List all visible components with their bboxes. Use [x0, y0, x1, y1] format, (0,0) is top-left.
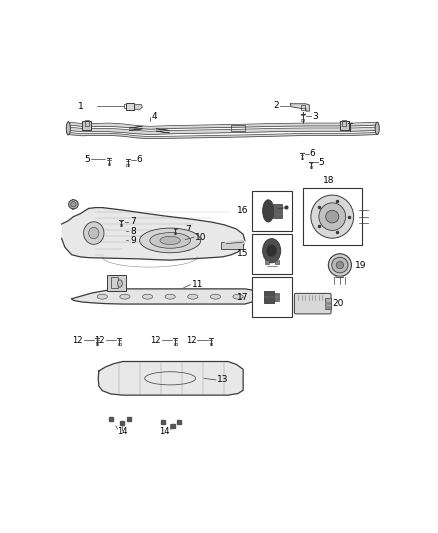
- Bar: [118, 343, 120, 345]
- Bar: [340, 120, 350, 130]
- Text: 18: 18: [323, 176, 335, 185]
- Bar: [251, 277, 292, 317]
- Ellipse shape: [336, 261, 344, 269]
- Text: 6: 6: [309, 149, 315, 158]
- Ellipse shape: [173, 248, 177, 249]
- Bar: [170, 237, 180, 242]
- Bar: [116, 229, 126, 234]
- Polygon shape: [134, 104, 142, 110]
- Bar: [264, 291, 274, 303]
- Ellipse shape: [84, 222, 104, 244]
- Text: 9: 9: [185, 244, 191, 253]
- Bar: [108, 163, 110, 165]
- Bar: [126, 164, 129, 166]
- Text: 17: 17: [237, 293, 248, 302]
- Ellipse shape: [375, 122, 379, 134]
- Bar: [120, 224, 122, 225]
- Text: 12: 12: [186, 336, 196, 345]
- Bar: [273, 204, 282, 218]
- Bar: [251, 234, 292, 274]
- Ellipse shape: [140, 228, 201, 253]
- Bar: [107, 275, 126, 290]
- FancyBboxPatch shape: [294, 293, 331, 314]
- Ellipse shape: [117, 280, 122, 287]
- Ellipse shape: [150, 232, 191, 248]
- Text: 4: 4: [152, 111, 157, 120]
- Bar: [303, 188, 362, 245]
- Text: 16: 16: [237, 206, 248, 215]
- Bar: [82, 120, 92, 130]
- Ellipse shape: [263, 200, 274, 222]
- Polygon shape: [291, 104, 309, 111]
- Text: 15: 15: [237, 249, 248, 259]
- Text: 1: 1: [78, 102, 84, 111]
- Text: 10: 10: [195, 232, 206, 241]
- Polygon shape: [98, 361, 243, 395]
- Text: 11: 11: [191, 280, 203, 289]
- Text: 6: 6: [136, 156, 142, 165]
- Ellipse shape: [88, 227, 99, 239]
- Bar: [310, 166, 312, 168]
- Ellipse shape: [170, 247, 180, 251]
- Ellipse shape: [142, 294, 152, 299]
- Text: 12: 12: [94, 336, 105, 345]
- Text: 8: 8: [131, 227, 136, 236]
- Ellipse shape: [210, 294, 220, 299]
- Text: 14: 14: [159, 427, 170, 436]
- Bar: [231, 125, 245, 131]
- Text: 5: 5: [318, 158, 324, 167]
- Text: 8: 8: [185, 235, 191, 244]
- Ellipse shape: [319, 203, 346, 230]
- Ellipse shape: [326, 211, 339, 223]
- Text: 9: 9: [131, 236, 136, 245]
- Bar: [275, 260, 279, 264]
- Ellipse shape: [165, 294, 175, 299]
- Text: 2: 2: [273, 101, 279, 110]
- Ellipse shape: [120, 294, 130, 299]
- Bar: [96, 343, 99, 345]
- Bar: [124, 104, 127, 108]
- Bar: [221, 242, 243, 249]
- Text: 20: 20: [332, 299, 344, 308]
- Bar: [300, 158, 303, 159]
- Ellipse shape: [332, 257, 348, 273]
- Polygon shape: [72, 289, 262, 304]
- Bar: [325, 298, 331, 309]
- Ellipse shape: [119, 240, 123, 241]
- Ellipse shape: [311, 195, 353, 238]
- Text: 13: 13: [217, 375, 229, 384]
- Bar: [251, 191, 292, 231]
- Polygon shape: [61, 207, 245, 260]
- Bar: [274, 293, 279, 301]
- Ellipse shape: [328, 254, 351, 276]
- Text: 12: 12: [150, 336, 161, 345]
- Ellipse shape: [69, 200, 78, 209]
- Ellipse shape: [188, 294, 198, 299]
- Text: 7: 7: [131, 217, 136, 226]
- Bar: [111, 277, 117, 288]
- Ellipse shape: [66, 122, 71, 135]
- Ellipse shape: [160, 236, 180, 245]
- Ellipse shape: [116, 239, 126, 242]
- Bar: [301, 119, 304, 122]
- Text: 14: 14: [117, 427, 128, 436]
- Bar: [174, 343, 177, 345]
- Text: 7: 7: [185, 225, 191, 235]
- Text: 5: 5: [85, 155, 90, 164]
- Text: 3: 3: [312, 112, 318, 121]
- Bar: [265, 260, 268, 264]
- Text: 12: 12: [72, 336, 83, 345]
- Bar: [126, 102, 134, 110]
- Bar: [342, 120, 346, 126]
- Ellipse shape: [71, 201, 76, 207]
- Bar: [301, 105, 305, 110]
- Ellipse shape: [263, 239, 281, 263]
- Ellipse shape: [233, 294, 243, 299]
- Bar: [85, 120, 88, 126]
- Text: 19: 19: [355, 261, 367, 270]
- Bar: [174, 232, 177, 234]
- Ellipse shape: [97, 294, 107, 299]
- Bar: [210, 343, 212, 345]
- Ellipse shape: [267, 245, 277, 257]
